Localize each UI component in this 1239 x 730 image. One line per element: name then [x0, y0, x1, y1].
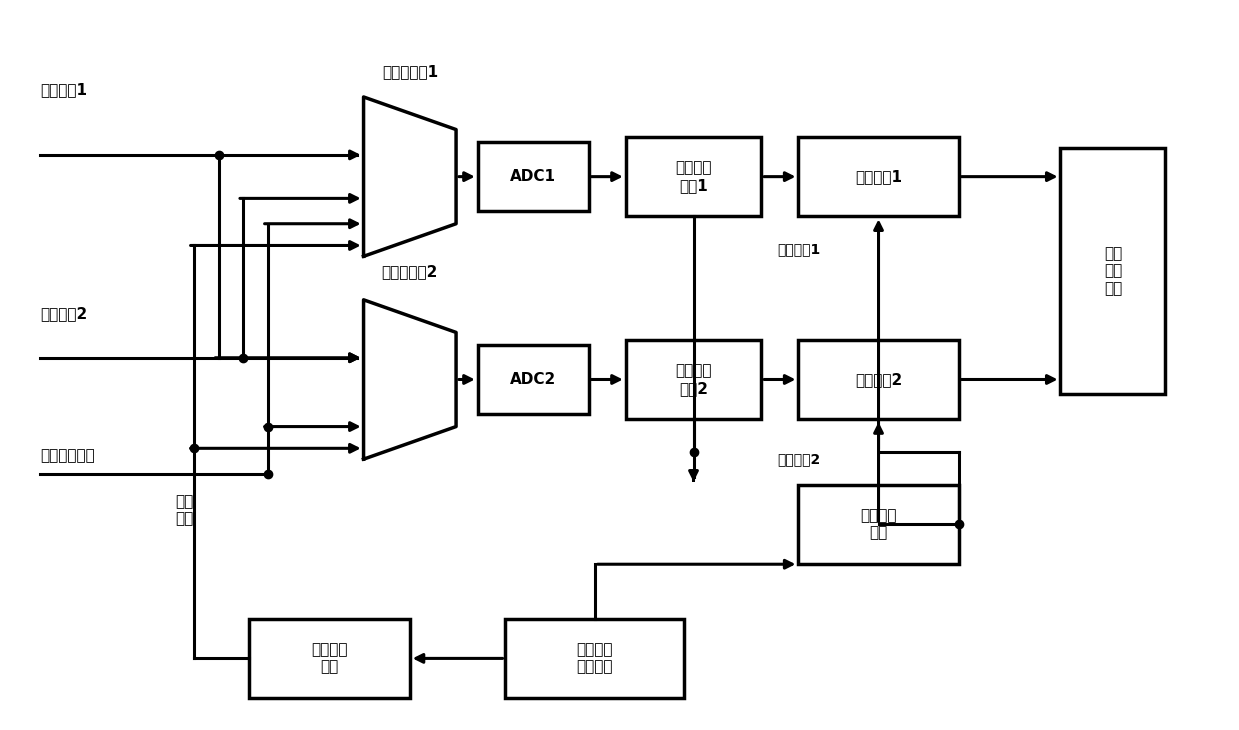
- Text: 测试信号
生成模块: 测试信号 生成模块: [576, 642, 613, 675]
- Text: ADC1: ADC1: [510, 169, 556, 184]
- Text: 数据
处理
模块: 数据 处理 模块: [1104, 246, 1123, 296]
- Bar: [798, 485, 959, 564]
- Text: 调整参数2: 调整参数2: [777, 453, 820, 466]
- Text: 移位模块1: 移位模块1: [855, 169, 902, 184]
- Text: 数据选择器2: 数据选择器2: [382, 264, 439, 280]
- Text: 数据选择器1: 数据选择器1: [382, 64, 437, 79]
- Bar: [506, 618, 684, 698]
- Bar: [798, 339, 959, 419]
- Bar: [1061, 147, 1166, 394]
- Text: 并行信号1: 并行信号1: [40, 82, 87, 97]
- Bar: [249, 618, 410, 698]
- Bar: [798, 137, 959, 217]
- Bar: [626, 339, 761, 419]
- Bar: [478, 142, 589, 211]
- Text: 对齐计算
模块: 对齐计算 模块: [860, 508, 897, 541]
- Text: 高速接收
通道2: 高速接收 通道2: [675, 364, 711, 396]
- Text: 测试
信号: 测试 信号: [176, 493, 195, 526]
- Text: 移位模块2: 移位模块2: [855, 372, 902, 387]
- Bar: [478, 345, 589, 414]
- Text: 并行信号2: 并行信号2: [40, 307, 87, 321]
- Bar: [626, 137, 761, 217]
- Text: ADC2: ADC2: [510, 372, 556, 387]
- Text: 高速接收
通道1: 高速接收 通道1: [675, 161, 711, 193]
- Text: 测试使能信号: 测试使能信号: [40, 447, 94, 463]
- Text: 调整参数1: 调整参数1: [777, 242, 820, 256]
- Text: 高速发送
通道: 高速发送 通道: [311, 642, 348, 675]
